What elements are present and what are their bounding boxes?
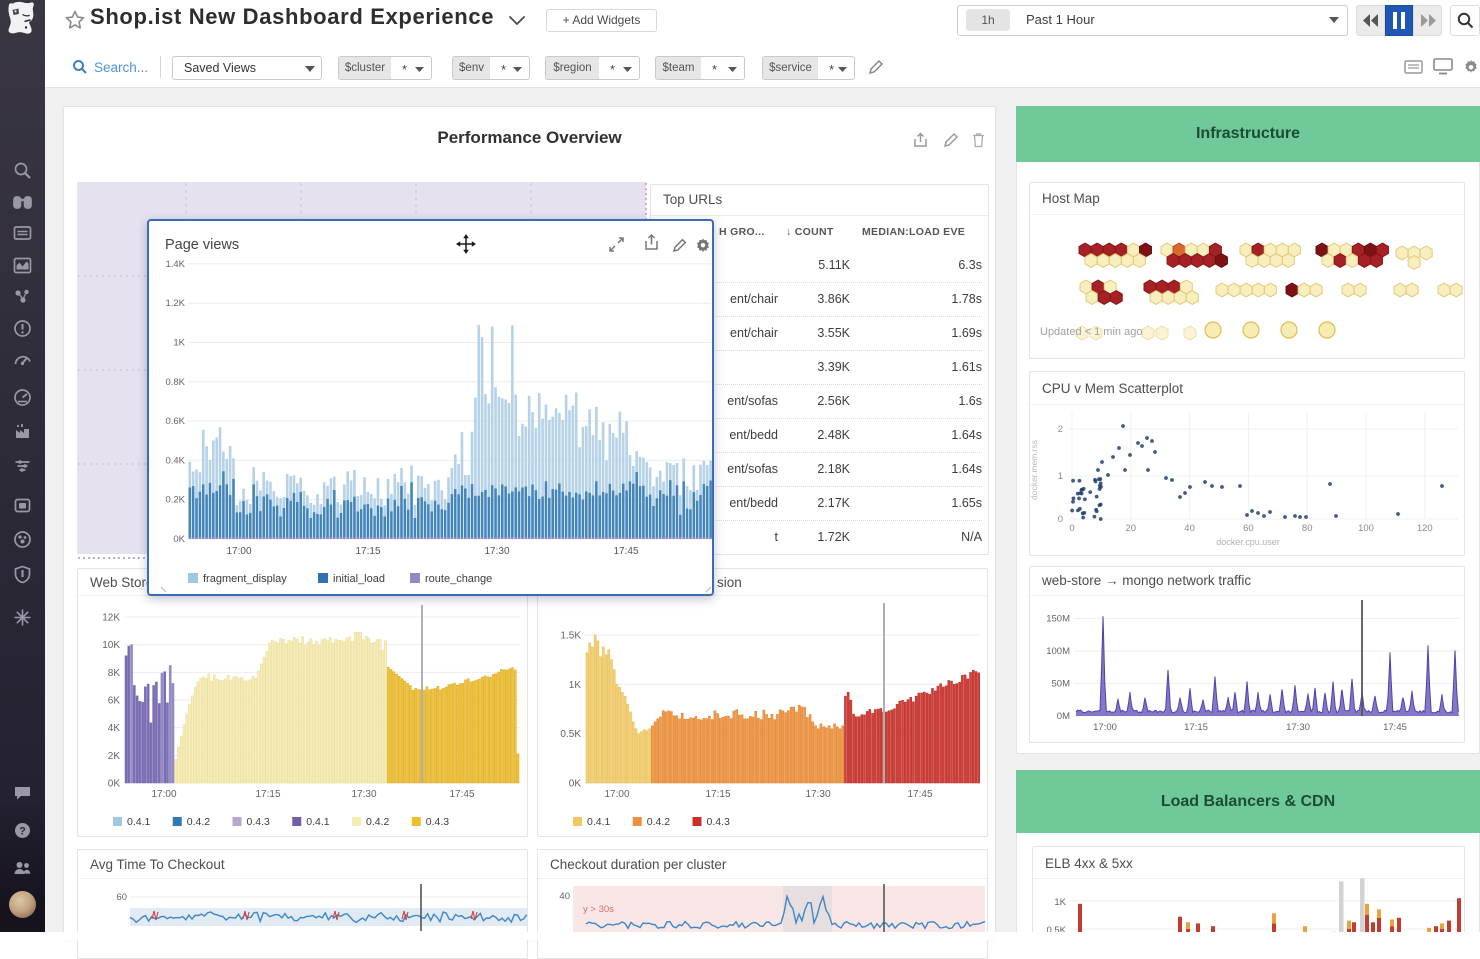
svg-text:80: 80: [1302, 523, 1313, 534]
svg-text:60: 60: [116, 892, 127, 903]
svg-text:0: 0: [1058, 514, 1063, 525]
svg-text:0.4.3: 0.4.3: [426, 816, 450, 828]
svg-text:17:45: 17:45: [907, 789, 932, 800]
svg-text:0.4.3: 0.4.3: [707, 816, 731, 828]
svg-text:1.5K: 1.5K: [560, 631, 581, 642]
svg-text:120: 120: [1417, 523, 1433, 534]
svg-text:17:00: 17:00: [151, 789, 176, 800]
svg-text:0.4.1: 0.4.1: [306, 816, 330, 828]
svg-text:17:45: 17:45: [1383, 722, 1407, 733]
svg-text:0.4.1: 0.4.1: [127, 816, 151, 828]
svg-text:40: 40: [559, 891, 570, 902]
svg-text:0.4.2: 0.4.2: [647, 816, 671, 828]
svg-text:10K: 10K: [102, 640, 120, 651]
svg-text:0.4K: 0.4K: [165, 455, 185, 466]
svg-text:2: 2: [1058, 424, 1063, 435]
svg-text:60: 60: [1243, 523, 1254, 534]
svg-text:0M: 0M: [1057, 711, 1070, 722]
svg-text:?: ?: [19, 826, 26, 838]
svg-text:0.4.3: 0.4.3: [247, 816, 271, 828]
svg-text:Updated < 1 min ago: Updated < 1 min ago: [1040, 326, 1142, 338]
svg-text:40: 40: [1184, 523, 1195, 534]
svg-text:0K: 0K: [108, 779, 121, 790]
svg-text:docker.mem.rss: docker.mem.rss: [1029, 440, 1039, 500]
svg-text:1K: 1K: [173, 338, 185, 349]
svg-text:150M: 150M: [1046, 614, 1070, 625]
svg-text:100: 100: [1358, 523, 1374, 534]
svg-text:17:30: 17:30: [484, 546, 509, 557]
svg-text:17:00: 17:00: [226, 546, 251, 557]
svg-text:0.6K: 0.6K: [165, 416, 185, 427]
svg-text:12K: 12K: [102, 613, 120, 624]
svg-text:2K: 2K: [108, 751, 121, 762]
svg-text:50M: 50M: [1052, 679, 1071, 690]
svg-text:8K: 8K: [108, 668, 121, 679]
svg-text:17:30: 17:30: [1286, 722, 1310, 733]
svg-text:1K: 1K: [1054, 897, 1066, 908]
svg-text:1.2K: 1.2K: [165, 298, 185, 309]
svg-text:1: 1: [1058, 471, 1063, 482]
svg-text:17:15: 17:15: [705, 789, 730, 800]
svg-text:17:00: 17:00: [1093, 722, 1117, 733]
svg-text:0.4.2: 0.4.2: [187, 816, 211, 828]
svg-text:17:45: 17:45: [449, 789, 474, 800]
svg-text:4K: 4K: [108, 723, 121, 734]
svg-text:20: 20: [1126, 523, 1137, 534]
svg-text:100M: 100M: [1046, 646, 1070, 657]
svg-text:route_change: route_change: [425, 573, 492, 585]
svg-text:0.5K: 0.5K: [1046, 925, 1066, 936]
svg-text:17:15: 17:15: [1184, 722, 1208, 733]
svg-text:17:00: 17:00: [604, 789, 629, 800]
svg-text:0K: 0K: [569, 779, 582, 790]
svg-text:0.5K: 0.5K: [560, 729, 581, 740]
svg-text:0.4.1: 0.4.1: [587, 816, 611, 828]
svg-text:0.4.2: 0.4.2: [366, 816, 390, 828]
svg-text:docker.cpu.user: docker.cpu.user: [1216, 537, 1280, 547]
svg-text:17:30: 17:30: [805, 789, 830, 800]
svg-text:0.8K: 0.8K: [165, 377, 185, 388]
svg-text:Page views: Page views: [165, 237, 239, 253]
svg-text:initial_load: initial_load: [333, 573, 385, 585]
svg-text:6K: 6K: [108, 696, 121, 707]
svg-text:1.4K: 1.4K: [165, 259, 185, 270]
svg-text:17:45: 17:45: [613, 546, 638, 557]
svg-text:17:30: 17:30: [351, 789, 376, 800]
svg-text:fragment_display: fragment_display: [203, 573, 287, 585]
svg-text:17:15: 17:15: [255, 789, 280, 800]
svg-text:17:15: 17:15: [355, 546, 380, 557]
svg-text:1K: 1K: [569, 680, 582, 691]
svg-text:0: 0: [1069, 523, 1074, 534]
svg-text:0.2K: 0.2K: [165, 495, 185, 506]
svg-text:0K: 0K: [173, 534, 185, 545]
